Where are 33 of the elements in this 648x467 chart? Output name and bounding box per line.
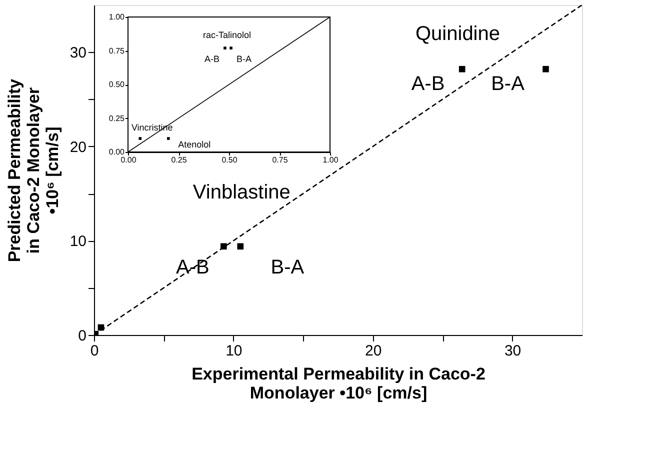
annotation: A-B [176,256,210,278]
x-tick-label: 1.00 [322,156,339,164]
x-axis-title: Experimental Permeability in Caco-2 Monolayer •10⁶ [cm/s] [192,364,486,402]
y-tick-label: 30 [70,44,86,62]
annotation: A-B [204,54,220,64]
x-tick-label: 0 [90,342,99,360]
annotation: B-A [491,73,526,96]
annotation: B-A [270,256,305,278]
y-tick-label: 0.75 [108,46,126,56]
point [458,66,466,72]
x-tick-label: 20 [365,342,382,360]
annotation: A-B [411,73,445,96]
x-tick-label: 0.75 [272,156,288,164]
x-tick-label: 0.25 [171,156,188,164]
annotation: Vinblastine [192,181,290,204]
x-tick-label: 0.50 [222,156,238,164]
x-tick-label: 10 [226,342,242,360]
point [542,66,549,72]
y-axis-title: Predicted Permeability in Caco-2 Monolayer •10⁶ [cm/s] [4,78,62,262]
annotation: Quinidine [415,23,500,46]
annotation: Atenolol [178,140,211,150]
y-tick-label: 0.25 [108,114,126,123]
annotation: B-A [236,54,252,64]
y-tick-label: 10 [70,233,86,250]
annotation: rac-Talinolol [202,30,251,40]
y-tick-label: 0.00 [108,148,126,156]
point [220,243,227,250]
x-tick-label: 0.00 [120,156,137,164]
point [237,243,244,250]
y-tick-label: 0.50 [108,80,126,89]
y-tick-label: 1.00 [108,12,126,22]
x-tick-label: 30 [504,342,522,360]
y-tick-label: 0 [78,328,86,344]
